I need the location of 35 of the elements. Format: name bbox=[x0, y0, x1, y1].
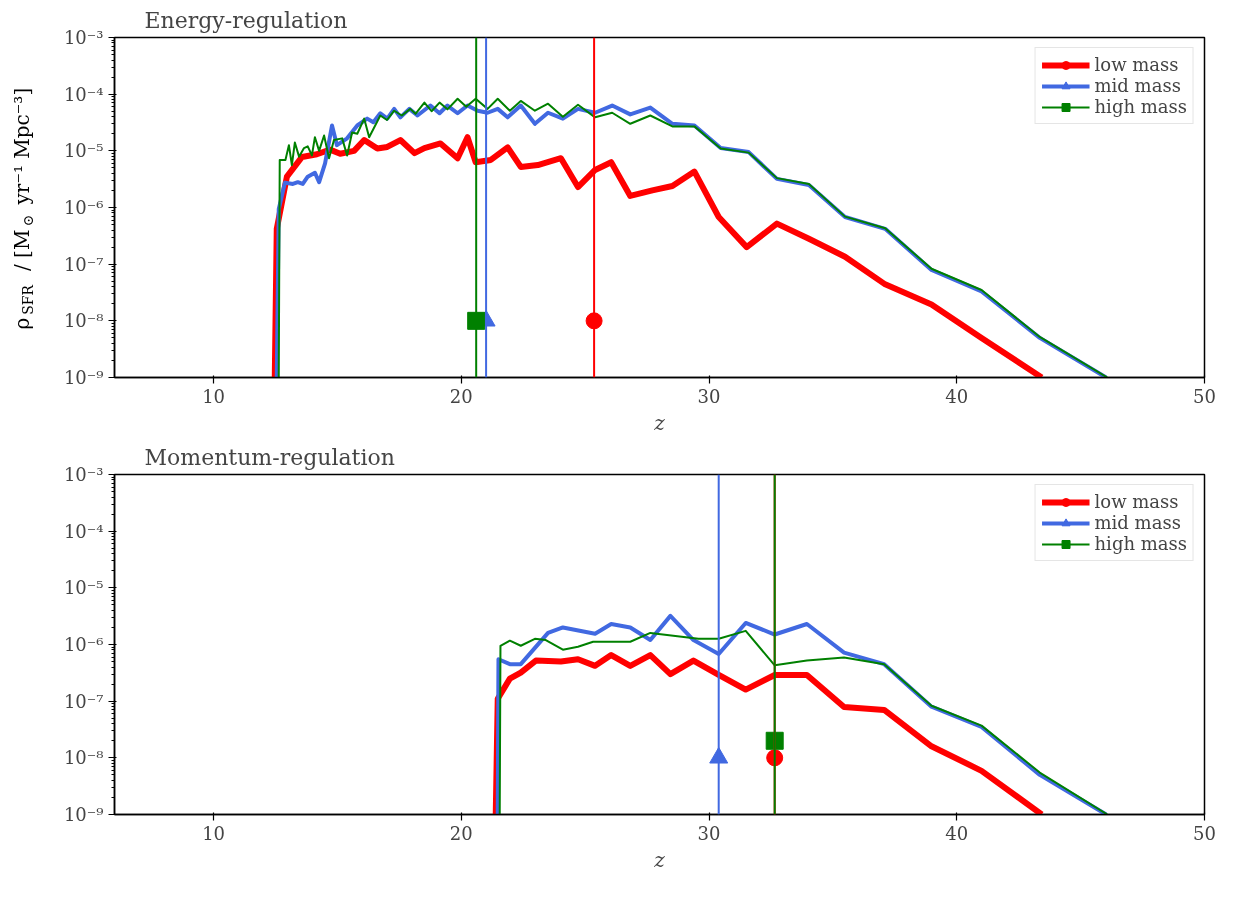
x-tick-label: 10 bbox=[202, 385, 226, 407]
x-tick-label: 20 bbox=[449, 822, 473, 844]
y-tick-label: 10⁻⁴ bbox=[63, 520, 104, 542]
x-tick-label: 20 bbox=[449, 385, 473, 407]
y-tick-label: 10⁻⁵ bbox=[63, 577, 104, 599]
y-tick-label: 10⁻⁸ bbox=[63, 310, 104, 332]
x-tick-label: 10 bbox=[202, 822, 226, 844]
chart-title: Momentum-regulation bbox=[144, 444, 395, 470]
x-tick-label: 30 bbox=[697, 385, 721, 407]
y-axis-title: ρSFR / [M⊙ yr⁻¹ Mpc⁻³] bbox=[9, 87, 36, 330]
legend-label: mid mass bbox=[1094, 512, 1181, 533]
x-axis-title: z bbox=[653, 847, 666, 872]
x-tick-label: 50 bbox=[1193, 385, 1216, 407]
y-tick-label: 10⁻⁷ bbox=[63, 253, 104, 275]
x-tick-label: 40 bbox=[945, 385, 969, 407]
y-tick-label: 10⁻⁵ bbox=[63, 140, 104, 162]
x-tick-label: 40 bbox=[945, 822, 969, 844]
y-tick-label: 10⁻⁴ bbox=[63, 83, 104, 105]
y-tick-label: 10⁻⁹ bbox=[63, 367, 104, 388]
legend-label: low mass bbox=[1094, 54, 1179, 75]
y-tick-label: 10⁻⁶ bbox=[63, 197, 104, 218]
y-tick-label: 10⁻⁷ bbox=[63, 690, 104, 712]
y-tick-label: 10⁻³ bbox=[63, 27, 104, 48]
y-tick-label: 10⁻⁶ bbox=[63, 634, 104, 655]
y-tick-label: 10⁻³ bbox=[63, 464, 104, 485]
legend-label: low mass bbox=[1094, 491, 1179, 512]
legend-label: high mass bbox=[1094, 533, 1187, 554]
x-axis-title: z bbox=[653, 410, 666, 435]
legend-label: mid mass bbox=[1094, 75, 1181, 96]
y-tick-label: 10⁻⁸ bbox=[63, 747, 104, 769]
y-tick-label: 10⁻⁹ bbox=[63, 804, 104, 825]
legend-label: high mass bbox=[1094, 96, 1187, 117]
chart-title: Energy-regulation bbox=[144, 7, 348, 33]
x-tick-label: 50 bbox=[1193, 822, 1216, 844]
x-tick-label: 30 bbox=[697, 822, 721, 844]
